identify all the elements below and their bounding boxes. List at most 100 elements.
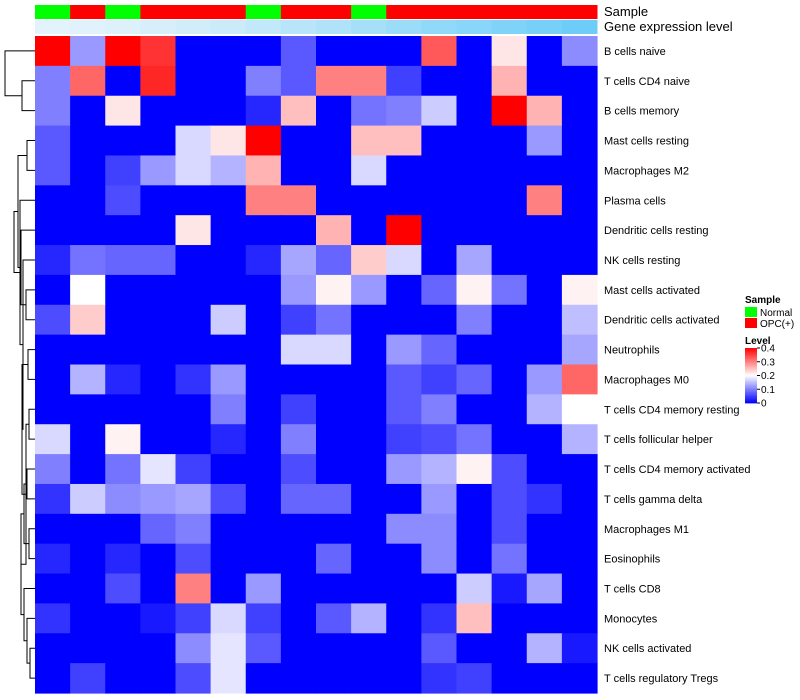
heatmap-cell xyxy=(280,334,317,366)
dendrogram-branch xyxy=(28,408,35,440)
heatmap-cell xyxy=(456,603,493,634)
heatmap-cell xyxy=(456,454,493,485)
heatmap-cell xyxy=(386,543,422,575)
heatmap-cell xyxy=(70,364,106,395)
legend-gradient-band xyxy=(745,371,757,374)
heatmap-cell xyxy=(35,483,71,515)
heatmap-cell xyxy=(210,36,247,67)
expression-annotation-cell xyxy=(526,20,563,34)
heatmap-cell xyxy=(456,424,493,455)
heatmap-cell xyxy=(210,394,247,425)
legend-gradient-band xyxy=(745,397,757,400)
heatmap-cell xyxy=(70,543,106,575)
heatmap-cell xyxy=(421,364,458,395)
heatmap-cell xyxy=(456,334,493,366)
legend-gradient-band xyxy=(745,392,757,394)
heatmap-cell xyxy=(491,573,528,605)
heatmap-cell xyxy=(280,513,317,545)
heatmap-cell xyxy=(491,36,528,67)
legend-level-gradient xyxy=(745,348,757,404)
heatmap-cell xyxy=(351,274,387,306)
heatmap-cell xyxy=(245,603,282,634)
heatmap-cell xyxy=(210,364,247,395)
heatmap-cell xyxy=(561,573,598,605)
heatmap-cell xyxy=(526,483,563,515)
heatmap-cell xyxy=(70,36,106,67)
row-label: Plasma cells xyxy=(604,195,666,207)
heatmap-cell xyxy=(175,95,212,127)
heatmap-cell xyxy=(316,334,352,366)
heatmap-cell xyxy=(105,215,141,246)
heatmap-cell xyxy=(70,633,106,664)
row-label: Mast cells resting xyxy=(604,136,689,148)
heatmap-cell xyxy=(140,663,177,694)
heatmap-cell xyxy=(35,215,71,246)
heatmap-cell xyxy=(386,125,422,157)
heatmap-cell xyxy=(210,454,247,485)
sample-annotation-cell xyxy=(526,5,563,19)
heatmap-cell xyxy=(70,394,106,425)
heatmap-cell xyxy=(70,274,106,306)
heatmap-cell xyxy=(561,65,598,97)
heatmap-cell xyxy=(140,483,177,515)
legend-gradient-band xyxy=(745,364,757,367)
heatmap-cell xyxy=(140,125,177,157)
heatmap-cell xyxy=(526,65,563,97)
heatmap-cell xyxy=(280,245,317,276)
heatmap-cell xyxy=(70,573,106,605)
heatmap-cell xyxy=(105,513,141,545)
sample-annotation-cell xyxy=(140,5,176,19)
heatmap-cell xyxy=(70,95,106,127)
heatmap-cell xyxy=(140,543,177,575)
legend-gradient-band xyxy=(745,393,757,396)
row-label: Mast cells activated xyxy=(604,285,700,297)
heatmap-cell xyxy=(561,454,598,485)
legend-gradient-band xyxy=(745,356,757,359)
expression-annotation-cell xyxy=(245,20,282,34)
heatmap-cell xyxy=(105,155,141,186)
legend-tick-label: 0.3 xyxy=(761,357,775,368)
heatmap-cell xyxy=(280,125,317,157)
sample-annotation-cell xyxy=(70,5,106,19)
heatmap-cell xyxy=(210,424,247,455)
legend-gradient-band xyxy=(745,400,757,403)
heatmap-cell xyxy=(140,573,177,605)
heatmap-cell xyxy=(245,36,282,67)
heatmap-cell xyxy=(491,155,528,186)
heatmap-cell xyxy=(175,603,212,634)
expression-annotation-cell xyxy=(421,20,457,34)
heatmap-cell xyxy=(105,483,141,515)
heatmap-cell xyxy=(526,603,563,634)
heatmap-cell xyxy=(210,304,247,336)
heatmap-cell xyxy=(421,454,458,485)
heatmap-cell xyxy=(421,274,458,306)
heatmap-cell xyxy=(526,155,563,186)
expression-annotation-cell xyxy=(175,20,212,34)
expression-annotation-cell xyxy=(316,20,352,34)
heatmap-cell xyxy=(421,125,458,157)
heatmap-cell xyxy=(561,394,598,425)
legend-gradient-band xyxy=(745,367,757,370)
heatmap-cell xyxy=(70,304,106,336)
expression-annotation-cell xyxy=(70,20,106,34)
heatmap-cell xyxy=(316,274,352,306)
heatmap-cell xyxy=(526,394,563,425)
heatmap-cell xyxy=(210,274,247,306)
heatmap-cell xyxy=(561,663,598,694)
heatmap-cell xyxy=(561,483,598,515)
legend-sample-label: OPC(+) xyxy=(760,319,794,330)
heatmap-cell xyxy=(351,483,387,515)
heatmap-cell xyxy=(245,633,282,664)
heatmap-cell xyxy=(316,633,352,664)
row-label: Dendritic cells resting xyxy=(604,225,709,237)
legend-gradient-band xyxy=(745,378,757,381)
expression-annotation-cell xyxy=(386,20,422,34)
heatmap-cell xyxy=(105,454,141,485)
heatmap-cell xyxy=(526,274,563,306)
heatmap-cell xyxy=(140,334,177,366)
heatmap-cell xyxy=(175,543,212,575)
heatmap-cell xyxy=(210,513,247,545)
heatmap-cell xyxy=(280,424,317,455)
heatmap-cell xyxy=(526,364,563,395)
heatmap-cell xyxy=(245,155,282,186)
